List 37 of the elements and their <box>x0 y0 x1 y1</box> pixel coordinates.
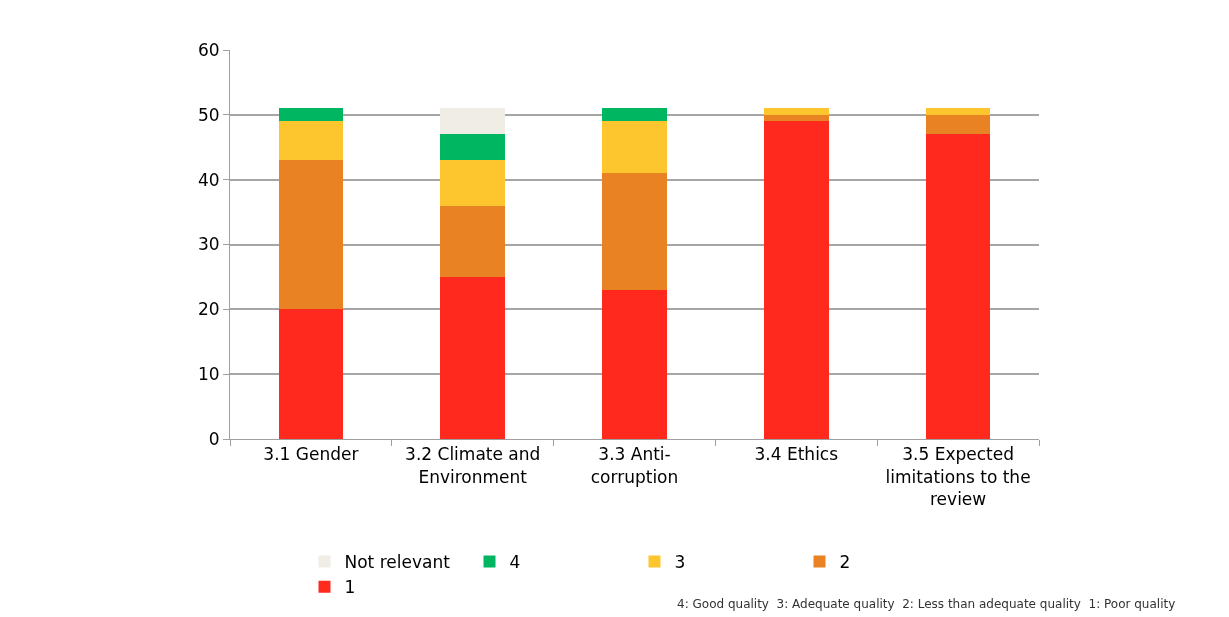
y-tick-label: 0 <box>208 428 220 449</box>
y-tick-label: 20 <box>197 299 220 320</box>
bar <box>440 205 506 277</box>
y-tick-label: 30 <box>197 234 220 255</box>
text: 4: Good quality 3: Adequate quality 2: Less than adequate quality 1: Poor quality <box>677 597 1176 611</box>
y-tick-label: 10 <box>197 364 220 385</box>
bar <box>440 276 506 439</box>
legend-label: 1 <box>344 577 356 598</box>
legend-label: 2 <box>839 552 851 573</box>
bar <box>440 108 506 135</box>
bar <box>278 121 344 161</box>
bar <box>602 289 667 439</box>
bar <box>602 108 667 122</box>
bar <box>925 114 991 135</box>
x-tick-label: 3.2 Climate and Environment <box>405 444 541 487</box>
y-tick-label: 60 <box>197 39 220 60</box>
bar <box>440 160 506 206</box>
legend-label: 4 <box>509 552 521 573</box>
bar <box>602 173 667 290</box>
bar <box>763 108 829 115</box>
x-tick-label: 3.1 Gender <box>263 444 359 465</box>
y-tick-label: 40 <box>197 169 220 190</box>
x-tick-label: 3.4 Ethics <box>754 444 839 465</box>
bar <box>925 108 991 115</box>
legend-label: 3 <box>674 552 686 573</box>
bar <box>763 121 829 439</box>
legend-label: Not relevant <box>344 552 451 573</box>
bar <box>278 160 344 310</box>
x-tick-label: 3.5 Expected limitations to the review <box>885 444 1031 509</box>
bar <box>278 309 344 439</box>
bar <box>602 121 667 174</box>
y-tick-label: 50 <box>197 104 220 125</box>
x-tick-label: 3.3 Anti-corruption <box>590 444 679 487</box>
bar <box>278 108 344 122</box>
bar <box>763 114 829 122</box>
bar <box>925 134 991 439</box>
bar <box>440 134 506 161</box>
